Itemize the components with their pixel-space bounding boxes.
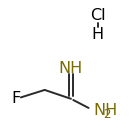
Text: Cl: Cl <box>90 8 106 23</box>
Text: H: H <box>92 27 104 42</box>
Text: 2: 2 <box>103 108 111 121</box>
Text: NH: NH <box>59 61 83 76</box>
Text: F: F <box>12 91 21 106</box>
Text: NH: NH <box>93 103 118 118</box>
